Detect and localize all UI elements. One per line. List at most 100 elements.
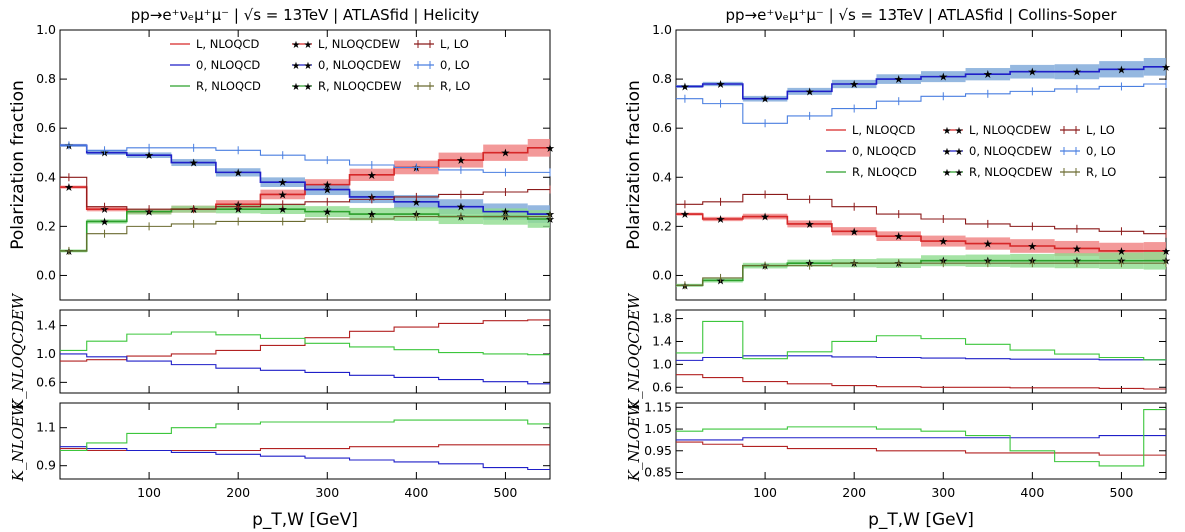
y-tick-label: 1.0 <box>652 356 672 371</box>
x-tick-label: 100 <box>137 485 161 500</box>
star-marker: ★ <box>456 154 466 167</box>
series-line <box>676 83 1166 124</box>
x-tick-label: 100 <box>753 485 777 500</box>
star-marker: ★ <box>680 80 690 93</box>
legend-label: L, NLOQCD <box>196 37 259 51</box>
ratio2-y-label: K_NLOEW <box>625 399 643 482</box>
ratio-line <box>676 435 1166 441</box>
star-marker: ★ <box>100 215 110 228</box>
ratio1-y-label: K_NLOQCDEW <box>625 292 643 411</box>
star-marker: ★ <box>64 181 74 194</box>
star-marker: ★ <box>1117 63 1127 76</box>
legend-label: L, NLOQCDEW <box>318 37 400 51</box>
star-marker: ★ <box>1027 66 1037 79</box>
series-line <box>676 193 1166 235</box>
legend-label: R, NLOQCDEW <box>318 79 402 93</box>
x-axis-label: p_T,W [GeV] <box>252 510 358 530</box>
star-marker: ★ <box>1161 245 1171 258</box>
legend-label: L, LO <box>440 37 469 51</box>
ratio-plot-qcdew: 0.6 1.0 1.4 <box>36 318 550 389</box>
ratio-plot-ew: 0.9 1.1 <box>36 419 550 473</box>
y-tick-label: 1.0 <box>652 22 672 37</box>
legend-label: 0, LO <box>440 58 470 72</box>
ratio-line <box>676 355 1166 361</box>
star-marker: ★ <box>545 142 555 155</box>
star-marker: ★ <box>278 176 288 189</box>
star-marker: ★ <box>367 169 377 182</box>
y-tick-label: 1.0 <box>36 22 56 37</box>
star-marker: ★ <box>456 201 466 214</box>
y-tick-label: 0.9 <box>36 458 56 473</box>
legend-label: L, LO <box>1086 123 1115 137</box>
legend-star: ★ <box>292 61 301 72</box>
star-marker: ★ <box>983 238 993 251</box>
y-tick-label: 0.2 <box>652 218 672 233</box>
legend-label: R, NLOQCD <box>852 165 917 179</box>
collins-soper-panel: pp→e⁺νₑμ⁺μ⁻ | √s = 13TeV | ATLASfid | Co… <box>624 6 1171 530</box>
panel-title: pp→e⁺νₑμ⁺μ⁻ | √s = 13TeV | ATLASfid | Co… <box>726 6 1118 24</box>
ratio-axes-ew <box>59 402 551 480</box>
x-tick-label: 300 <box>931 485 955 500</box>
y-tick-label: 1.0 <box>36 346 56 361</box>
y-tick-label: 0.2 <box>36 218 56 233</box>
y-tick-label: 0.6 <box>652 120 672 135</box>
ratio-line <box>60 444 550 452</box>
star-marker: ★ <box>501 147 511 160</box>
x-tick-label: 300 <box>315 485 339 500</box>
ratio-axes-ew <box>675 402 1167 480</box>
legend-label: R, NLOQCD <box>196 79 261 93</box>
star-marker: ★ <box>322 179 332 192</box>
legend-label: 0, NLOQCDEW <box>318 58 401 72</box>
ratio-line <box>676 408 1166 467</box>
ratio-line <box>60 419 550 452</box>
series-line <box>676 66 1166 100</box>
legend-label: R, LO <box>1086 165 1116 179</box>
ratio-line <box>676 320 1166 361</box>
ratio-line <box>60 353 550 385</box>
helicity-panel: pp→e⁺νₑμ⁺μ⁻ | √s = 13TeV | ATLASfid | He… <box>8 6 555 530</box>
y-axis-label: Polarization fraction <box>8 80 28 250</box>
star-marker: ★ <box>367 208 377 221</box>
y-tick-label: 0.85 <box>644 464 672 479</box>
x-tick-label: 200 <box>226 485 250 500</box>
star-marker: ★ <box>849 78 859 91</box>
x-tick-label: 400 <box>404 485 428 500</box>
legend-star: ★ <box>955 168 964 179</box>
y-tick-label: 0.6 <box>36 120 56 135</box>
star-marker: ★ <box>278 188 288 201</box>
star-marker: ★ <box>938 235 948 248</box>
star-marker: ★ <box>1161 61 1171 74</box>
y-tick-label: 1.4 <box>652 333 672 348</box>
legend-label: R, LO <box>440 79 470 93</box>
y-tick-label: 1.8 <box>652 311 672 326</box>
x-axis-label: p_T,W [GeV] <box>868 510 974 530</box>
x-tick-label: 500 <box>1110 485 1134 500</box>
legend-label: L, NLOQCD <box>852 123 915 137</box>
y-tick-label: 1.4 <box>36 318 56 333</box>
ratio-line <box>60 331 550 356</box>
y-tick-label: 0.8 <box>36 71 56 86</box>
star-marker: ★ <box>760 211 770 224</box>
star-marker: ★ <box>849 225 859 238</box>
star-marker: ★ <box>805 85 815 98</box>
star-marker: ★ <box>680 208 690 221</box>
star-marker: ★ <box>1117 245 1127 258</box>
star-marker: ★ <box>411 196 421 209</box>
star-marker: ★ <box>501 206 511 219</box>
ratio1-y-label: K_NLOQCDEW <box>9 292 27 411</box>
legend-star: ★ <box>304 61 313 72</box>
legend-star: ★ <box>943 147 952 158</box>
star-marker: ★ <box>1027 240 1037 253</box>
star-marker: ★ <box>894 73 904 86</box>
x-tick-label: 400 <box>1020 485 1044 500</box>
legend-star: ★ <box>955 147 964 158</box>
star-marker: ★ <box>760 93 770 106</box>
y-tick-label: 0.95 <box>644 443 672 458</box>
legend-label: 0, NLOQCD <box>852 144 916 158</box>
y-tick-label: 0.0 <box>36 267 56 282</box>
star-marker: ★ <box>938 71 948 84</box>
